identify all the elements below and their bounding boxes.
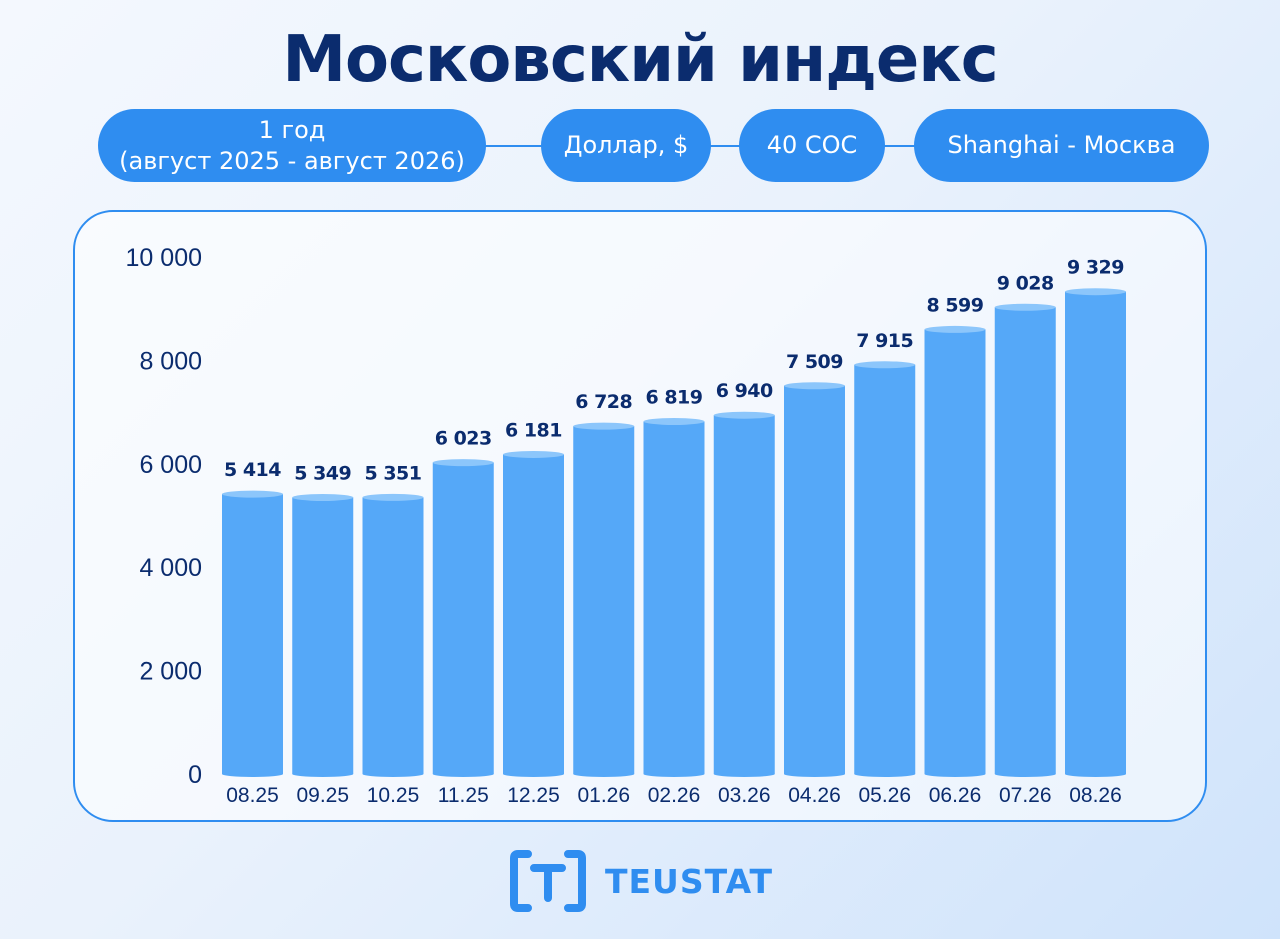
bar-value-label: 5 349 [294,462,351,484]
bar-top-cap [362,493,424,501]
bar-base [362,771,424,777]
filter-connector [480,145,550,147]
page-title: Московский индекс [282,23,998,97]
x-tick-label: 01.26 [577,784,630,807]
currency-filter-button[interactable]: Доллар, $ [541,109,711,182]
bar-value-label: 5 351 [365,462,422,484]
y-tick-label: 2 000 [139,658,202,686]
bar-value-label: 6 023 [435,428,492,450]
bar [994,307,1056,774]
x-tick-label: 08.26 [1069,784,1122,807]
bar-base [994,771,1056,777]
x-tick-label: 09.25 [296,784,349,807]
container-filter-button[interactable]: 40 COC [739,109,885,182]
bar-top-cap [784,382,845,390]
bar [222,494,283,774]
bar-base [643,771,705,777]
route-filter-button[interactable]: Shanghai - Москва [914,109,1209,182]
bar-top-cap [503,450,564,458]
container-filter-label: 40 COC [766,131,858,159]
bar-top-cap [924,325,986,333]
bar-top-cap [432,459,494,467]
bar-value-label: 8 599 [927,294,984,316]
route-filter-label: Shanghai - Москва [947,131,1176,159]
x-tick-label: 06.26 [929,784,982,807]
bar-value-label: 7 915 [856,330,913,352]
bar-top-cap [643,417,705,425]
period-filter-button[interactable]: 1 год (август 2025 - август 2026) [98,109,486,182]
x-tick-label: 07.26 [999,784,1052,807]
bar-value-label: 5 414 [224,459,281,481]
x-tick-label: 03.26 [718,784,771,807]
bar [573,426,635,774]
x-tick-label: 12.25 [507,784,560,807]
bar-base [924,771,986,777]
y-tick-label: 4 000 [139,554,202,582]
bar-value-label: 6 728 [575,391,632,413]
bar [784,385,845,774]
bar-base [292,771,354,777]
bar-base [432,771,494,777]
y-tick-label: 6 000 [139,451,202,479]
bar-base [784,771,845,777]
x-tick-label: 02.26 [648,784,701,807]
bar-base [1065,771,1126,777]
x-tick-label: 10.25 [367,784,420,807]
filter-connector [705,145,745,147]
bar-base [854,771,916,777]
bar [924,329,986,774]
bar-value-label: 9 329 [1067,257,1124,279]
bar-top-cap [292,493,354,501]
bar-base [573,771,635,777]
bar-value-label: 9 028 [997,272,1054,294]
y-tick-label: 10 000 [126,244,202,272]
bar-top-cap [713,411,775,419]
logo-text: TEUSTAT [605,862,774,901]
currency-filter-label: Доллар, $ [563,131,689,159]
x-tick-label: 11.25 [438,784,489,807]
bar [432,462,494,774]
bar-top-cap [1065,288,1126,296]
bar-top-cap [573,422,635,430]
x-tick-label: 08.25 [226,784,279,807]
y-tick-label: 0 [188,761,202,789]
period-filter-range: (август 2025 - август 2026) [119,146,465,175]
teustat-logo: TEUSTAT [510,848,780,914]
bar-value-label: 6 181 [505,419,562,441]
bar-value-label: 6 819 [646,386,703,408]
bar [292,497,354,774]
bar [643,421,705,774]
filter-bar: 1 год (август 2025 - август 2026) Доллар… [0,0,1280,200]
y-tick-label: 8 000 [139,347,202,375]
bar-value-label: 7 509 [786,351,843,373]
bar [362,497,424,774]
bar-value-label: 6 940 [716,380,773,402]
x-tick-label: 04.26 [788,784,841,807]
bar-top-cap [222,490,283,498]
bracket-t-logo-icon [510,850,586,912]
bar-base [503,771,564,777]
bar [713,415,775,774]
filter-connector [880,145,920,147]
bar [854,364,916,774]
bar [503,454,564,774]
bar-top-cap [994,303,1056,311]
bar-base [713,771,775,777]
bar-base [222,771,283,777]
bar [1065,291,1126,774]
bar-top-cap [854,361,916,369]
period-filter-label: 1 год [258,115,326,144]
x-tick-label: 05.26 [858,784,911,807]
